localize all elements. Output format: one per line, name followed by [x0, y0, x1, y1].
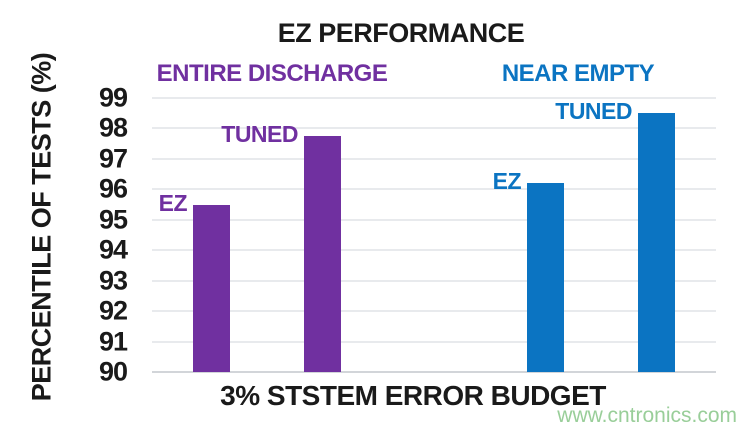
- y-tick-label: 98: [98, 112, 128, 143]
- gridline: [152, 218, 716, 221]
- chart-title: EZ PERFORMANCE: [277, 18, 525, 48]
- bar-entire-discharge-ez: [193, 204, 230, 372]
- y-tick-label: 93: [98, 265, 128, 296]
- y-tick-label: 90: [98, 356, 128, 387]
- gridline: [152, 310, 716, 313]
- bar-label: TUNED: [555, 98, 632, 125]
- gridline: [152, 157, 716, 160]
- bar-near-empty-tuned: [637, 113, 675, 372]
- gridline: [152, 371, 716, 373]
- plot-area: EZ TUNED EZ TUNED: [152, 97, 716, 373]
- y-tick-label: 92: [98, 295, 128, 326]
- gridline: [152, 188, 716, 191]
- bar-label: TUNED: [221, 121, 298, 148]
- gridline: [152, 97, 716, 99]
- bar-label: EZ: [158, 189, 188, 216]
- y-axis-tick-labels: 99 98 97 96 95 94 93 92 91 90: [78, 84, 128, 385]
- bar-entire-discharge-tuned: [303, 136, 341, 372]
- y-tick-label: 97: [98, 143, 128, 174]
- x-axis-label: 3% STSTEM ERROR BUDGET: [220, 380, 606, 411]
- group-label-near-empty: NEAR EMPTY: [501, 60, 655, 87]
- bar-near-empty-ez: [527, 183, 564, 372]
- group-label-entire-discharge: ENTIRE DISCHARGE: [156, 60, 388, 87]
- bar-label: EZ: [492, 168, 522, 195]
- gridline: [152, 127, 716, 130]
- gridline: [152, 249, 716, 252]
- gridline: [152, 279, 716, 282]
- gridline: [152, 340, 716, 343]
- y-tick-label: 99: [98, 82, 128, 113]
- y-axis-label: PERCENTILE OF TESTS (%): [26, 52, 57, 402]
- y-tick-label: 95: [98, 204, 128, 235]
- y-tick-label: 91: [98, 326, 128, 357]
- y-tick-label: 94: [98, 234, 128, 265]
- y-tick-label: 96: [98, 173, 128, 204]
- watermark-text: www.cntronics.com: [557, 404, 737, 427]
